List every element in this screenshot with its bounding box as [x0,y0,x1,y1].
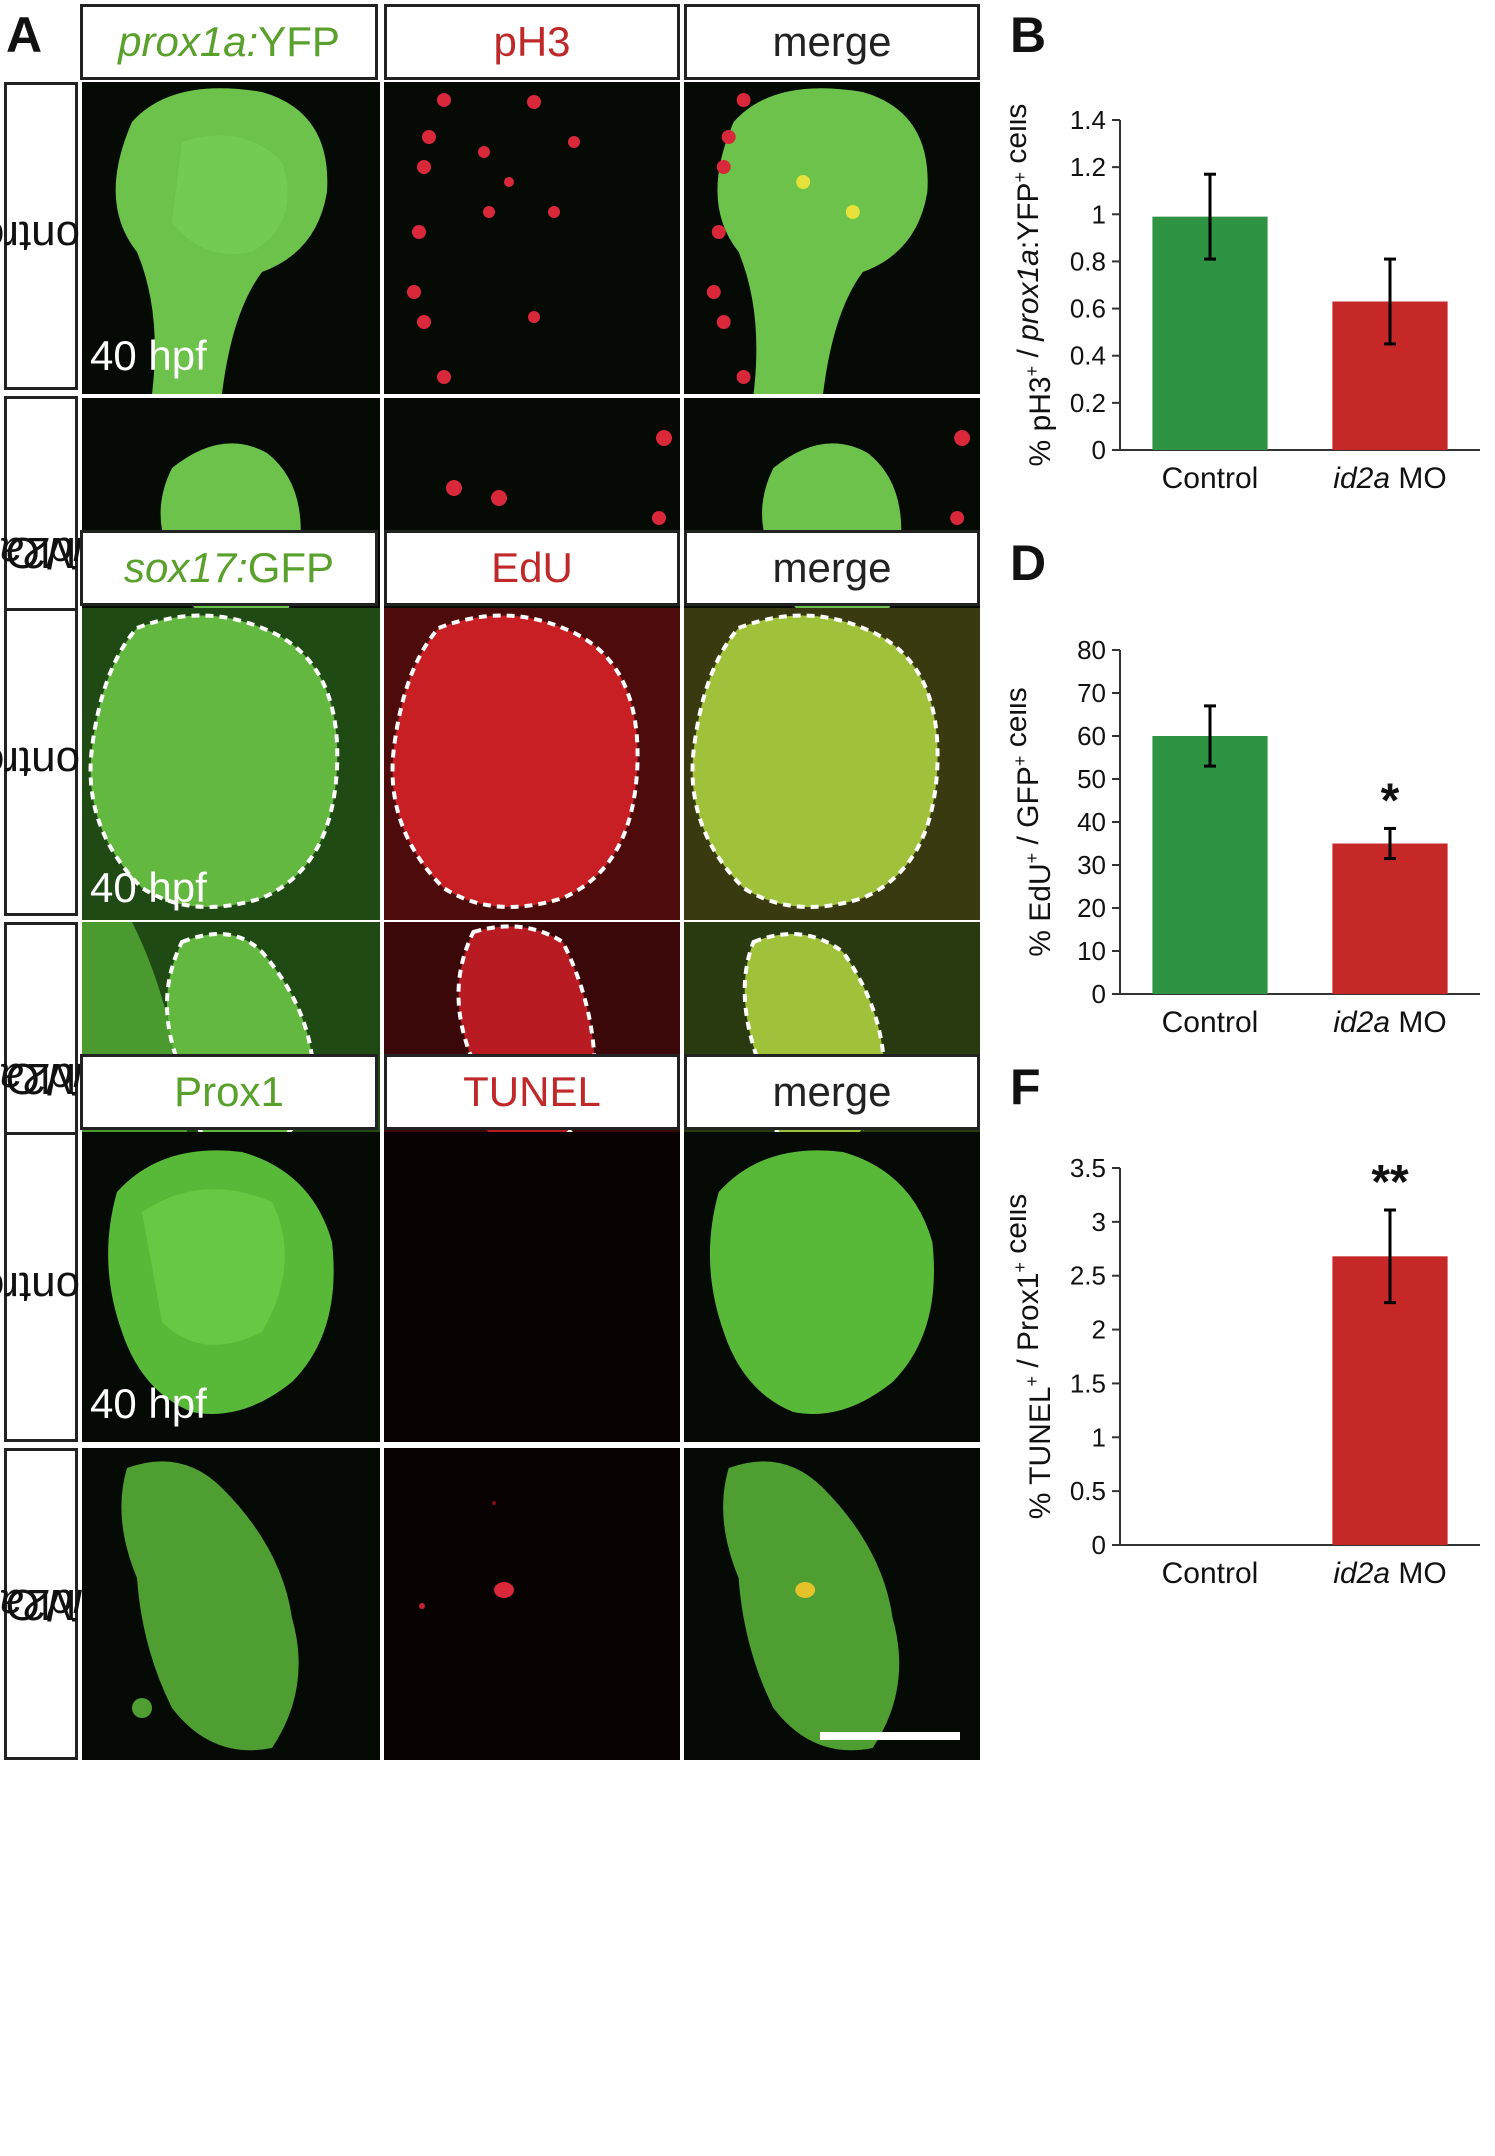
panel-label-d: D [1010,535,1047,591]
x-category-label: id2a MO [1333,462,1446,495]
micrograph-a-control-ph3 [384,82,680,394]
bar-chart-f: 0 0.5 1 1.5 2 2.5 3 3.5 Control ** id2a MO % TUNEL+… [1000,1130,1490,2130]
y-tick-label: 30 [1077,850,1106,880]
x-category-label: Control [1162,1006,1259,1039]
y-tick-label: 1.4 [1070,105,1106,135]
panel-label-a: A [6,7,43,63]
y-tick-label: 0.6 [1070,294,1106,324]
timepoint-label: 40 hpf [90,1380,207,1427]
y-tick-label: 3.5 [1070,1153,1106,1183]
y-tick-label: 0 [1092,979,1106,1009]
y-tick-label: 10 [1077,936,1106,966]
y-tick-label: 60 [1077,721,1106,751]
chart-svg: 0 0.5 1 1.5 2 2.5 3 3.5 Control ** id2a MO % TUNEL+… [1000,1153,1480,1590]
micrograph-e-control-merge [684,1132,980,1442]
header-sox17-gfp: sox17: GFP [80,530,378,606]
bar-id2a-mo [1332,843,1448,994]
significance-marker: * [1381,774,1400,827]
bar-id2a-mo [1332,1256,1448,1545]
micrograph-a-control-yfp: 40 hpf [82,82,380,394]
header-edu: EdU [384,530,680,606]
header-tunel: TUNEL [384,1054,680,1130]
row-label-id2a-mo: id2a MO [0,1448,83,1760]
y-axis-label: % pH3+ / prox1a:YFP+ cells [1010,104,1057,467]
y-tick-label: 50 [1077,764,1106,794]
x-category-label: Control [1162,1557,1259,1590]
significance-marker: ** [1371,1156,1409,1209]
y-axis-label: % TUNEL+ / Prox1+ cells [1010,1194,1057,1520]
header-prox1a-yfp: prox1a: YFP [80,4,378,80]
timepoint-label: 40 hpf [90,864,207,911]
chart-svg: 0 10 20 30 40 50 60 70 80 Control * id2a MO % EdU+ /… [1000,635,1480,1039]
y-axis-label: % EdU+ / GFP+ cells [1010,687,1057,956]
micrograph-e-control-tunel [384,1132,680,1442]
micrograph-e-id2a-prox1 [82,1448,380,1760]
y-tick-label: 0.8 [1070,246,1106,276]
bar-control [1152,736,1268,994]
micrograph-e-id2a-tunel [384,1448,680,1760]
y-tick-label: 1.2 [1070,152,1106,182]
y-tick-label: 1 [1092,199,1106,229]
scale-bar [820,1732,960,1740]
header-ph3: pH3 [384,4,680,80]
header-merge: merge [684,4,980,80]
x-category-label: id2a MO [1333,1006,1446,1039]
panel-label-f: F [1010,1059,1041,1115]
panel-label-b: B [1010,7,1047,63]
y-tick-label: 0 [1092,1530,1106,1560]
row-label-control: Control [0,82,112,390]
y-tick-label: 0.5 [1070,1476,1106,1506]
y-tick-label: 20 [1077,893,1106,923]
y-tick-label: 2 [1092,1315,1106,1345]
timepoint-label: 40 hpf [90,332,207,379]
y-tick-label: 0.4 [1070,341,1106,371]
micrograph-e-id2a-merge [684,1448,980,1760]
y-tick-label: 1 [1092,1422,1106,1452]
row-label-control: Control [0,608,112,916]
bar-chart-d: 0 10 20 30 40 50 60 70 80 Control * id2a MO % EdU+ /… [1000,610,1490,1060]
row-label-control: Control [0,1132,112,1442]
y-tick-label: 40 [1077,807,1106,837]
header-merge: merge [684,530,980,606]
y-tick-label: 80 [1077,635,1106,665]
micrograph-e-control-prox1: 40 hpf [82,1132,380,1442]
micrograph-c-control-edu [384,608,680,920]
chart-svg: 0 0.2 0.4 0.6 0.8 1 1.2 1.4 Control id2a MO % pH3+… [1000,104,1480,495]
y-tick-label: 1.5 [1070,1368,1106,1398]
header-merge: merge [684,1054,980,1130]
y-tick-label: 70 [1077,678,1106,708]
y-tick-label: 0.2 [1070,388,1106,418]
x-category-label: Control [1162,462,1259,495]
micrograph-c-control-gfp: 40 hpf [82,608,380,920]
header-prox1: Prox1 [80,1054,378,1130]
y-tick-label: 2.5 [1070,1261,1106,1291]
y-tick-label: 0 [1092,435,1106,465]
micrograph-a-control-merge [684,82,980,394]
x-category-label: id2a MO [1333,1557,1446,1590]
micrograph-c-control-merge [684,608,980,920]
bar-chart-b: 0 0.2 0.4 0.6 0.8 1 1.2 1.4 Control id2a MO % pH3+… [1000,80,1490,540]
y-tick-label: 3 [1092,1207,1106,1237]
